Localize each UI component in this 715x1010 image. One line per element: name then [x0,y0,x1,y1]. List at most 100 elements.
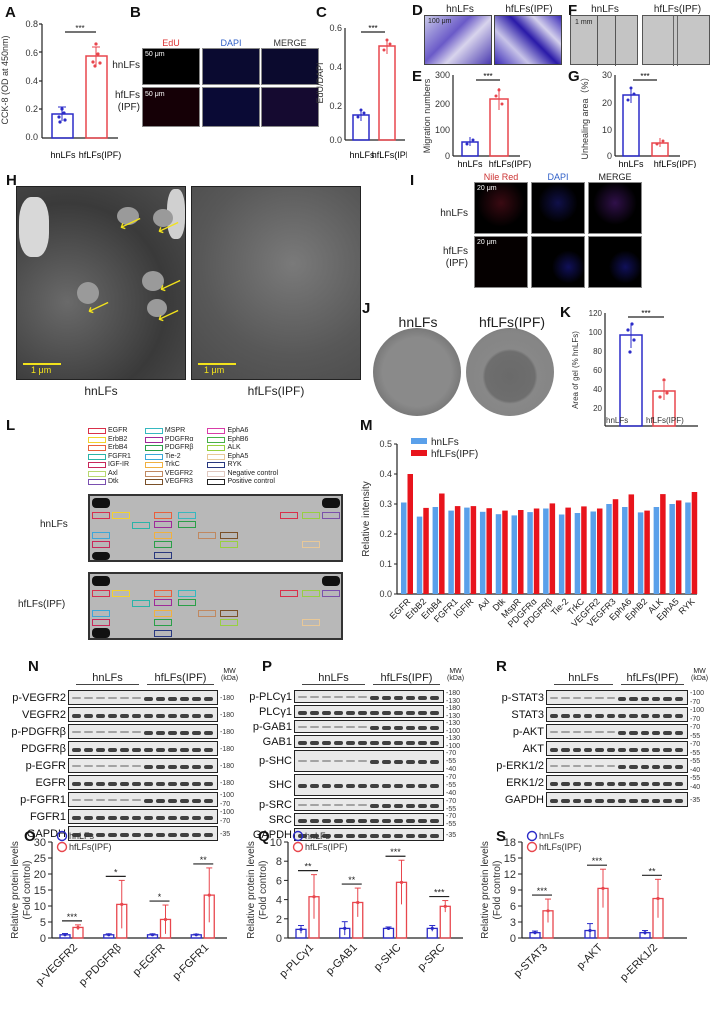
band [334,833,343,838]
svg-text:0.1: 0.1 [379,559,392,569]
mw-marker: -180 [446,690,461,697]
mw-marker: -180 [220,694,235,702]
band [663,764,672,769]
band [663,713,672,718]
band [72,696,81,699]
dapi-i-control [531,182,585,234]
svg-text:120: 120 [589,309,603,318]
dapi-image-control [202,48,260,85]
mw-marker: -55 [690,758,701,765]
panel-label-l: L [6,417,16,434]
band [572,764,581,767]
band [96,730,105,733]
band [180,764,189,769]
band [418,695,427,700]
band [346,760,355,762]
panel-label-p: P [262,658,273,675]
panel-label-m: M [360,417,373,434]
mw-marker: -55 [446,758,457,765]
svg-text:***: *** [641,309,650,318]
band [406,803,415,808]
j-header-control: hnLFs [398,314,438,330]
band [418,740,427,745]
svg-text:***: *** [368,24,377,33]
svg-text:Relative protein levels: Relative protein levels [10,841,21,939]
band [298,760,307,762]
band [96,781,105,786]
legend-swatch [207,479,226,486]
chart-a-cck8: 0.80.60.40.20.0 *** CCK-8 (OD at 450nm) … [0,19,121,160]
band [382,740,391,745]
western-blot-p: hnLFs hfLFs(IPF) MW (kDa) p-PLCγ1 -180 -130 PLC… [234,668,474,841]
svg-text:***: *** [67,912,78,922]
band [430,760,439,764]
band [640,713,649,718]
band [595,781,604,786]
band [358,784,367,788]
legend-swatch [207,462,226,469]
svg-text:*: * [114,867,118,877]
band [84,832,93,837]
band [334,760,343,762]
svg-text:***: *** [537,886,548,896]
band [561,696,570,699]
svg-text:hfLFs(IPF): hfLFs(IPF) [305,842,348,852]
band [595,747,604,752]
legend-swatch [144,453,163,460]
band [120,713,129,718]
band [310,725,319,728]
i-header-merge: MERGE [598,172,632,182]
mw-marker: -35 [690,796,701,804]
band [394,784,403,788]
band [310,818,319,823]
blot-strip [68,724,218,739]
band [674,781,683,786]
band [204,764,213,769]
svg-text:(Fold control): (Fold control) [22,861,33,920]
blot-label: p-AKT [512,725,544,738]
band [394,833,403,838]
svg-text:300: 300 [435,70,450,80]
band [674,713,683,718]
svg-text:p-PLCγ1: p-PLCγ1 [277,942,316,981]
band [120,764,129,767]
blot-label: p-STAT3 [501,691,544,704]
transwell-image-control: 100 μm [424,15,492,65]
merge-i-disease [588,236,642,288]
band [430,725,439,730]
band [298,725,307,728]
dapi-i-disease [531,236,585,288]
band [156,798,165,803]
band [358,833,367,838]
band [430,833,439,838]
band [96,696,105,699]
band [382,725,391,730]
band [382,695,391,700]
svg-text:60: 60 [593,366,602,375]
svg-text:0.4: 0.4 [379,469,392,479]
blot-label: p-PLCγ1 [249,690,292,703]
band [322,833,331,838]
mw-marker: -40 [446,766,457,773]
svg-text:0.3: 0.3 [379,499,392,509]
band [606,798,615,803]
band [334,695,343,698]
mw-marker: -55 [690,775,701,782]
svg-text:hnLFs: hnLFs [618,159,644,168]
merge-image-disease [261,87,319,127]
band [606,696,615,699]
band [204,781,213,786]
chart-c-edu-dapi: 0.6 0.4 0.2 0.0 *** EdU/DAPI hnLFs hfLFs(IP… [315,23,407,160]
blot-strip [68,741,218,756]
blot-strip [294,750,444,772]
band [418,784,427,788]
blot-label: EGFR [35,776,66,789]
svg-text:hnLFs: hnLFs [539,831,565,841]
band [168,764,177,769]
f-header-control: hnLFs [591,4,619,15]
svg-text:p-PDGFRβ: p-PDGFRβ [77,942,124,989]
band [370,695,379,700]
band [156,764,165,769]
band [322,818,331,823]
band [618,696,627,701]
